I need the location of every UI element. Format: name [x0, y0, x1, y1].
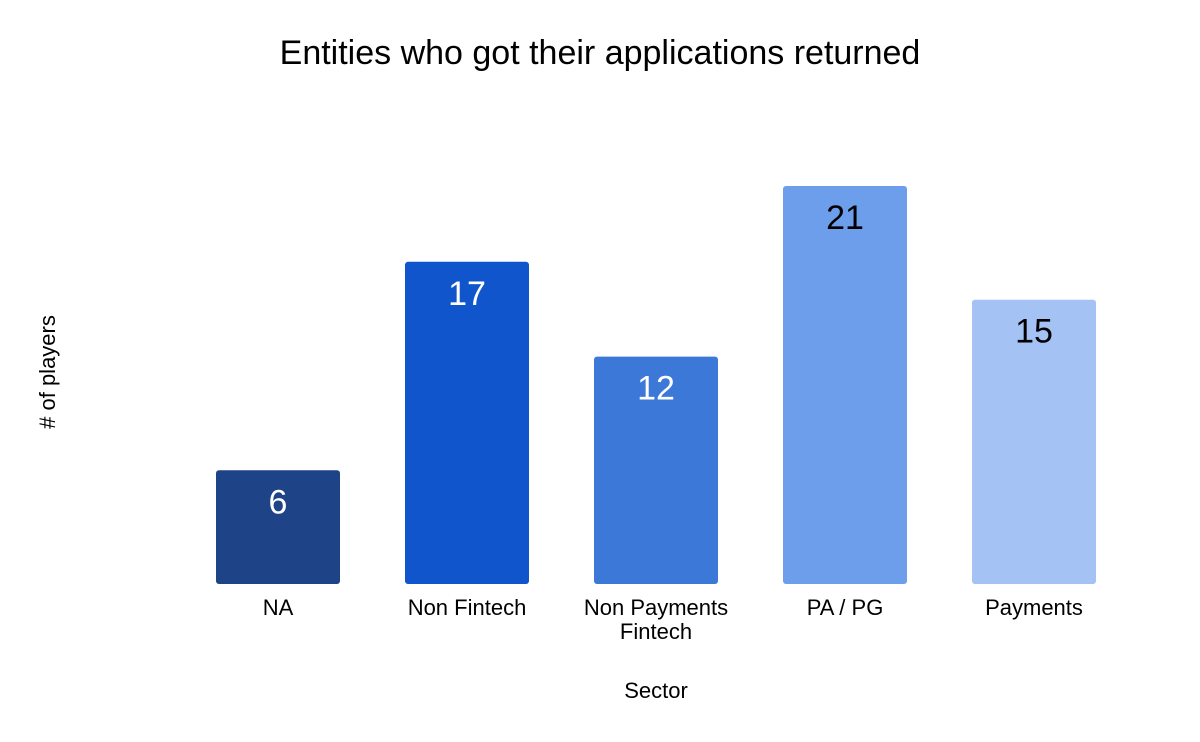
data-labels-group: 6 17 12 21 15 [269, 199, 1053, 521]
x-tick-label-2: Non Payments Fintech [584, 595, 728, 644]
bar-0 [216, 470, 340, 584]
x-tick-label-3: PA / PG [807, 595, 884, 620]
data-label-3: 21 [826, 199, 864, 237]
data-label-2: 12 [637, 370, 675, 408]
bar-3 [783, 186, 907, 584]
x-tick-labels-group: NA Non Fintech Non Payments Fintech PA / PG P… [263, 595, 1083, 644]
x-tick-label-0: NA [263, 595, 294, 620]
data-label-0: 6 [269, 483, 288, 521]
x-axis-title: Sector [624, 678, 688, 703]
x-tick-label-4: Payments [985, 595, 1083, 620]
data-label-4: 15 [1015, 313, 1053, 351]
bar-4 [972, 299, 1096, 584]
chart-title: Entities who got their applications retu… [280, 34, 921, 72]
bars-group [216, 186, 1096, 584]
bar-1 [405, 261, 529, 584]
data-label-1: 17 [448, 275, 486, 313]
y-axis-title: # of players [35, 315, 60, 429]
bar-2 [594, 356, 718, 584]
x-tick-label-1: Non Fintech [408, 595, 527, 620]
